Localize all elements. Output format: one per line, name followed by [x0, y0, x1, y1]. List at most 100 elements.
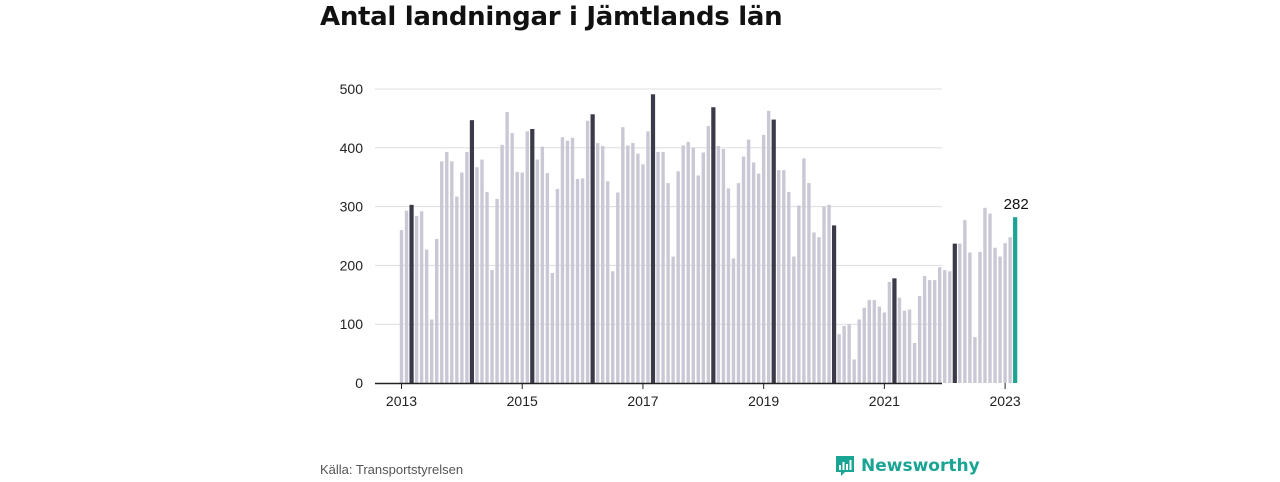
- y-tick-label: 300: [340, 199, 364, 215]
- bar: [746, 139, 751, 383]
- bar: [445, 151, 449, 383]
- bar: [450, 161, 454, 383]
- bar: [555, 188, 560, 383]
- x-tick-label: 2017: [627, 393, 658, 409]
- x-tick-label: 2019: [748, 393, 779, 409]
- bar: [731, 258, 736, 383]
- bar: [988, 213, 992, 383]
- bar: [862, 307, 866, 383]
- y-axis-tick-labels: 0 100 200 300 400 500: [340, 81, 364, 391]
- bar: [414, 216, 419, 383]
- bar: [520, 172, 524, 383]
- bar: [797, 205, 801, 383]
- bar: [671, 256, 675, 383]
- bar-march: [590, 114, 595, 383]
- bar: [907, 309, 912, 383]
- bar: [424, 249, 429, 383]
- bar: [706, 126, 711, 383]
- bar: [756, 173, 761, 383]
- bar: [606, 181, 610, 383]
- bar: [897, 297, 902, 383]
- bar: [475, 167, 479, 383]
- bar: [525, 131, 529, 383]
- bar: [857, 319, 861, 383]
- bar: [490, 270, 494, 383]
- bar: [751, 162, 756, 383]
- bar: [721, 148, 726, 383]
- bar: [419, 211, 424, 383]
- bar: [938, 267, 942, 383]
- bar: [787, 191, 791, 383]
- bar: [540, 146, 545, 383]
- bar: [716, 146, 721, 383]
- source-note: Källa: Transportstyrelsen: [320, 462, 464, 477]
- bar: [822, 206, 826, 383]
- bar: [455, 196, 459, 383]
- brand[interactable]: Newsworthy: [835, 455, 980, 477]
- bar: [641, 164, 645, 383]
- bar-march: [771, 119, 776, 384]
- bar: [480, 159, 484, 383]
- bar: [435, 238, 439, 383]
- bar: [399, 230, 404, 383]
- bar: [661, 151, 665, 383]
- bar: [616, 192, 620, 383]
- bar: [927, 280, 932, 383]
- bar: [545, 173, 550, 383]
- bar: [943, 270, 947, 383]
- bar: [1008, 237, 1012, 383]
- bar: [812, 232, 816, 383]
- bar: [429, 319, 434, 383]
- bar-march: [892, 278, 897, 383]
- y-tick-label: 0: [355, 375, 363, 391]
- x-tick-label: 2021: [869, 393, 900, 409]
- bar: [550, 273, 555, 383]
- bar: [500, 144, 504, 383]
- bar: [701, 152, 705, 383]
- y-tick-label: 100: [340, 316, 364, 332]
- bar: [736, 183, 741, 383]
- bars: [399, 94, 1018, 384]
- bar: [847, 324, 851, 383]
- bar: [877, 306, 882, 383]
- bar: [686, 141, 690, 383]
- bar: [948, 271, 952, 383]
- bar: [983, 207, 987, 383]
- bar: [565, 140, 570, 383]
- bar-march: [469, 120, 475, 383]
- bar: [998, 256, 1002, 383]
- bar: [595, 143, 600, 383]
- bar: [440, 161, 444, 383]
- y-tick-label: 200: [340, 257, 364, 273]
- y-tick-label: 400: [340, 140, 364, 156]
- x-tick-label: 2023: [990, 393, 1021, 409]
- bar: [882, 312, 887, 383]
- bar: [560, 137, 565, 383]
- x-tick-label: 2015: [507, 393, 538, 409]
- bar: [782, 170, 786, 383]
- brand-name: Newsworthy: [861, 456, 980, 476]
- bar: [958, 243, 962, 383]
- x-tick-label: 2013: [386, 393, 417, 409]
- bar: [515, 171, 519, 383]
- bar-march: [409, 204, 414, 383]
- bar: [777, 170, 781, 383]
- bar: [802, 158, 806, 383]
- bar: [963, 220, 967, 383]
- bar: [968, 252, 972, 383]
- bar: [993, 247, 997, 383]
- bar: [631, 143, 635, 383]
- bar: [872, 300, 877, 383]
- bar: [902, 310, 907, 383]
- bar-march: [952, 243, 957, 383]
- bar: [827, 204, 831, 383]
- bar: [621, 127, 625, 383]
- bar: [887, 281, 892, 383]
- bar-march: [650, 94, 656, 384]
- bar: [842, 325, 846, 383]
- bar: [973, 337, 977, 383]
- bar: [807, 183, 811, 383]
- bar: [465, 151, 469, 383]
- bar: [917, 295, 922, 383]
